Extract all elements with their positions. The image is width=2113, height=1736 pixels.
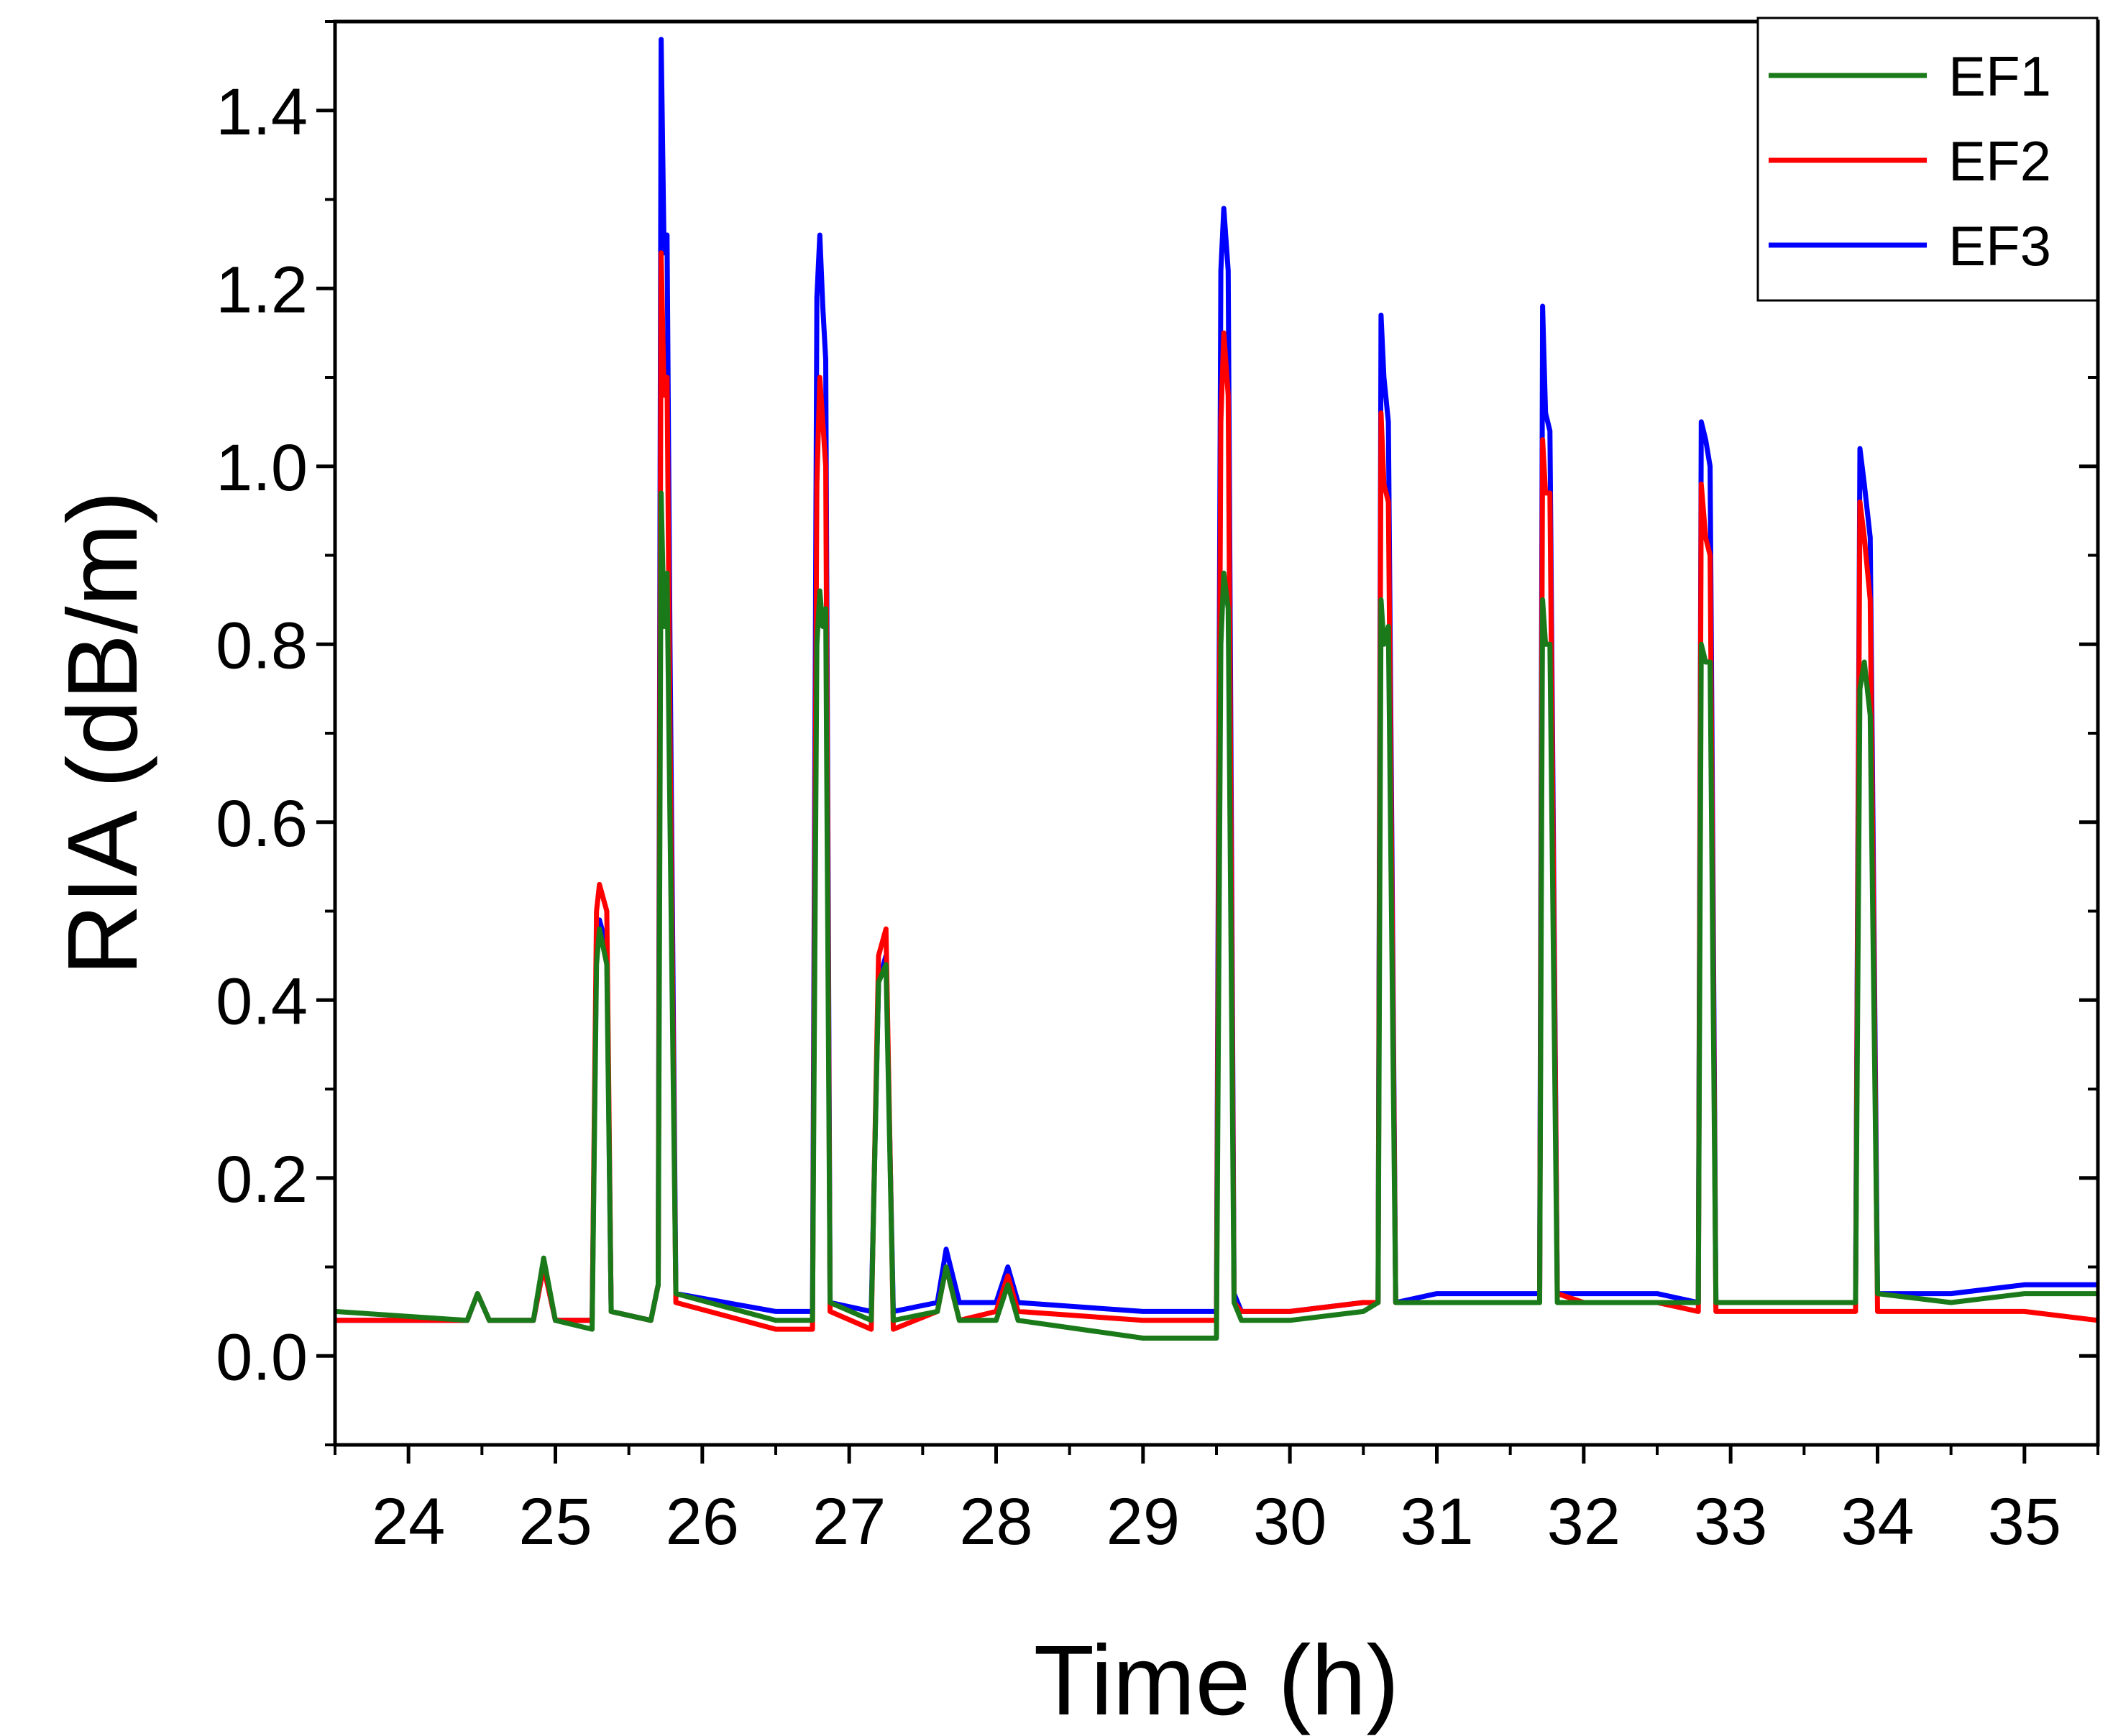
legend-label-ef2: EF2 xyxy=(1948,129,2051,193)
x-axis-title: Time (h) xyxy=(1034,1625,1400,1736)
x-tick-label: 26 xyxy=(666,1485,739,1558)
y-tick-label: 1.2 xyxy=(216,253,308,326)
legend-label-ef3: EF3 xyxy=(1948,214,2051,277)
x-tick-label: 33 xyxy=(1694,1485,1767,1558)
x-tick-label: 28 xyxy=(959,1485,1032,1558)
legend-label-ef1: EF1 xyxy=(1948,45,2051,108)
y-axis-title: RIA (dB/m) xyxy=(47,491,158,976)
x-tick-label: 29 xyxy=(1106,1485,1180,1558)
legend: EF1 EF2 EF3 xyxy=(1756,17,2099,302)
series-layer xyxy=(334,37,2099,1341)
x-tick-label: 35 xyxy=(1988,1485,2061,1558)
ticklabels-layer: 24 25 26 27 28 29 30 31 32 33 34 35 0.0 0.2 0.4 0.6 0.8 1… xyxy=(216,75,2061,1558)
y-tick-label: 0.8 xyxy=(216,609,308,682)
y-tick-label: 0.6 xyxy=(216,787,308,860)
x-tick-label: 27 xyxy=(812,1485,886,1558)
y-tick-label: 0.0 xyxy=(216,1321,308,1394)
series-line-ef1 xyxy=(334,490,2098,1341)
x-tick-label: 31 xyxy=(1400,1485,1473,1558)
x-tick-label: 30 xyxy=(1253,1485,1326,1558)
x-tick-label: 32 xyxy=(1547,1485,1621,1558)
x-tick-label: 34 xyxy=(1841,1485,1914,1558)
y-tick-label: 1.4 xyxy=(216,75,308,149)
x-tick-label: 25 xyxy=(518,1485,592,1558)
x-tick-label: 24 xyxy=(372,1485,445,1558)
y-tick-label: 1.0 xyxy=(216,431,308,505)
ticks-layer xyxy=(316,20,2099,1464)
y-tick-label: 0.4 xyxy=(216,965,308,1038)
y-tick-label: 0.2 xyxy=(216,1143,308,1216)
